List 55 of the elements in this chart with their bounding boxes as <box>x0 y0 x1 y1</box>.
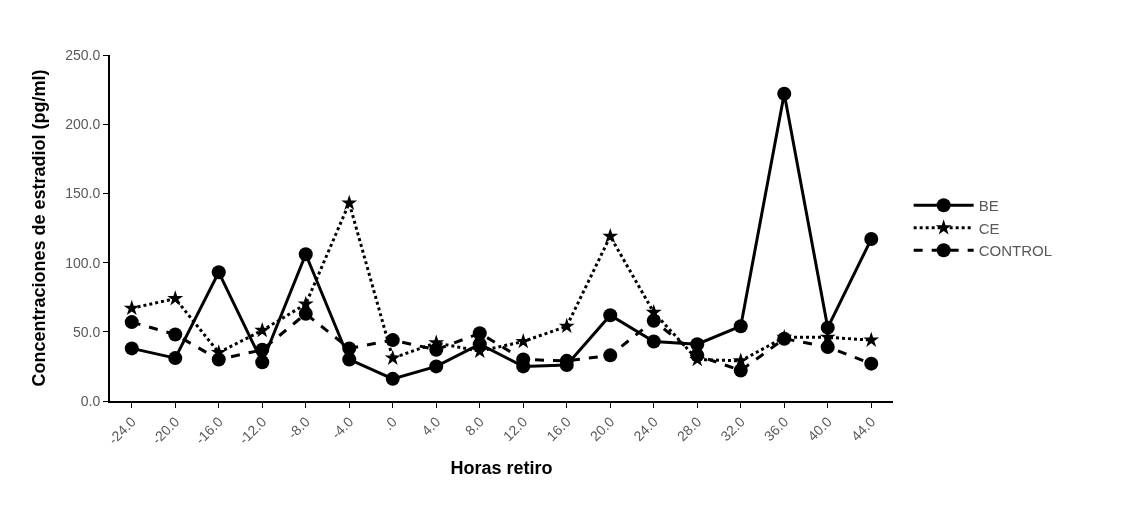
point <box>429 342 444 357</box>
y-tick-label: 150.0 <box>65 185 101 202</box>
point <box>211 352 226 367</box>
y-tick-label: 50.0 <box>72 323 101 340</box>
point <box>472 326 487 341</box>
point <box>255 342 270 357</box>
point <box>820 340 835 355</box>
point <box>123 299 140 316</box>
point <box>515 333 532 349</box>
y-tick-label: 250.0 <box>65 46 101 63</box>
point <box>342 341 357 356</box>
point <box>820 320 835 335</box>
point <box>124 341 139 356</box>
point <box>385 333 400 348</box>
legend-label: CE <box>978 219 1000 237</box>
point <box>124 315 139 330</box>
legend-label: BE <box>978 197 999 215</box>
x-tick-label: 40.0 <box>804 413 835 445</box>
x-tick-label: -4.0 <box>327 413 357 442</box>
point <box>254 322 271 338</box>
x-axis-title: Horas retiro <box>450 458 553 479</box>
point <box>733 363 748 378</box>
y-axis-title: Concentraciones de estradiol (pg/ml) <box>28 69 49 387</box>
point <box>558 317 575 334</box>
point <box>603 308 618 323</box>
point <box>863 331 880 347</box>
point <box>298 247 313 262</box>
x-tick-label: 4.0 <box>418 413 444 439</box>
legend-label: CONTROL <box>978 242 1052 260</box>
point <box>341 194 358 210</box>
point <box>777 86 792 101</box>
y-tick-label: 0.0 <box>80 392 101 409</box>
point <box>646 334 661 349</box>
point <box>168 351 183 366</box>
point <box>602 227 619 244</box>
point <box>864 356 879 371</box>
point <box>864 232 879 247</box>
point <box>384 349 401 365</box>
point <box>168 327 183 342</box>
point <box>167 290 184 306</box>
x-tick-label: 44.0 <box>847 413 879 445</box>
x-tick-label: .0 <box>380 413 400 434</box>
x-tick-label: 8.0 <box>461 413 487 439</box>
x-tick-label: -8.0 <box>284 413 313 442</box>
point <box>298 306 313 321</box>
point <box>429 359 444 374</box>
point <box>603 348 618 363</box>
point <box>255 355 270 370</box>
y-tick-label: 200.0 <box>65 116 101 133</box>
point <box>385 371 400 386</box>
y-tick-label: 100.0 <box>65 254 101 271</box>
point <box>211 265 226 280</box>
point <box>646 313 661 328</box>
point <box>733 319 748 334</box>
point <box>690 348 705 363</box>
